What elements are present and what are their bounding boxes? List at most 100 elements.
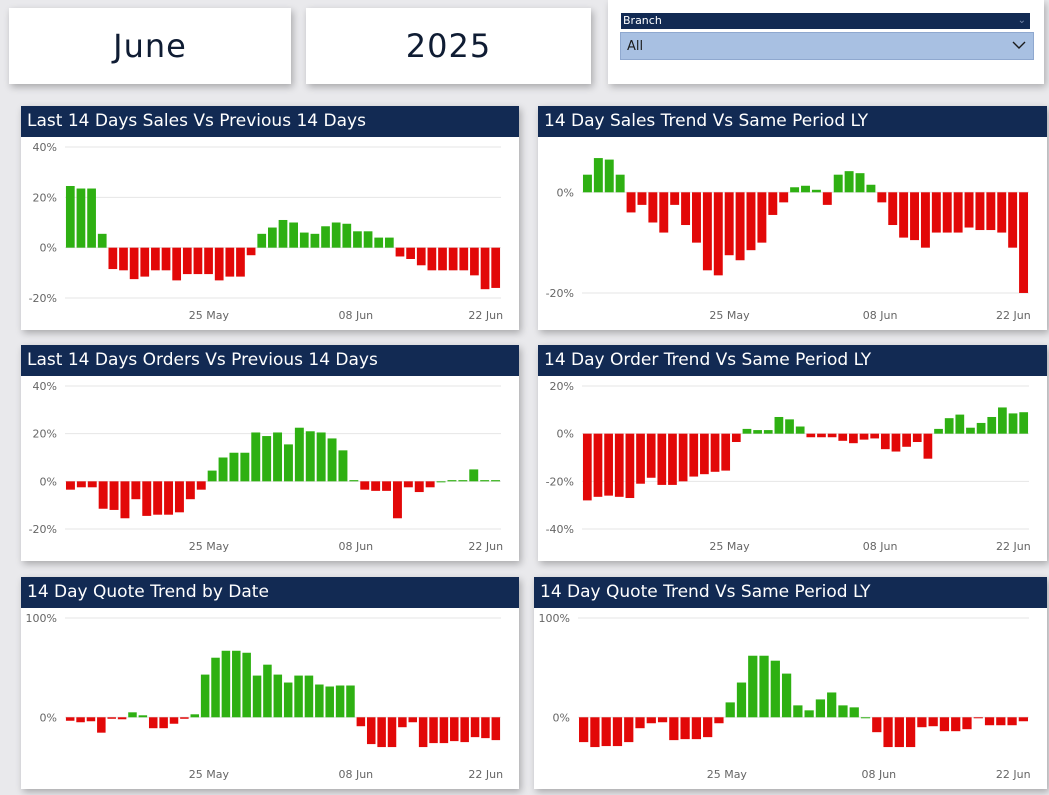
bar[interactable] [268, 227, 277, 248]
bar[interactable] [612, 717, 623, 747]
bar[interactable] [614, 433, 624, 497]
bar[interactable] [97, 717, 106, 733]
bar[interactable] [905, 717, 916, 748]
bar[interactable] [436, 481, 446, 483]
bar[interactable] [491, 247, 501, 288]
bar[interactable] [692, 192, 701, 243]
bar[interactable] [240, 452, 250, 482]
bar[interactable] [648, 192, 658, 223]
bar[interactable] [232, 650, 241, 718]
bar[interactable] [1018, 717, 1028, 722]
bar[interactable] [470, 717, 480, 738]
bar[interactable] [899, 192, 909, 238]
bar[interactable] [998, 407, 1007, 434]
bar[interactable] [860, 717, 871, 719]
bar[interactable] [748, 655, 758, 718]
bar[interactable] [140, 247, 150, 277]
bar[interactable] [211, 657, 220, 718]
bar[interactable] [406, 247, 415, 259]
bar[interactable] [185, 481, 195, 500]
bar[interactable] [398, 717, 407, 728]
bar[interactable] [725, 702, 735, 718]
bar[interactable] [299, 232, 309, 248]
bar[interactable] [604, 433, 613, 496]
bar[interactable] [131, 481, 141, 500]
bar[interactable] [128, 712, 137, 718]
bar[interactable] [425, 481, 435, 488]
bar[interactable] [151, 247, 160, 271]
bar[interactable] [668, 433, 677, 485]
bar[interactable] [646, 433, 656, 478]
bar[interactable] [976, 422, 986, 434]
bar[interactable] [416, 247, 426, 266]
bar[interactable] [781, 673, 792, 718]
bar[interactable] [768, 192, 778, 215]
bar[interactable] [76, 188, 86, 248]
bar[interactable] [294, 675, 303, 718]
bar[interactable] [439, 717, 449, 744]
bar[interactable] [448, 247, 458, 271]
bar[interactable] [403, 481, 413, 488]
bar[interactable] [278, 219, 288, 248]
bar[interactable] [670, 192, 680, 205]
bar[interactable] [849, 707, 859, 718]
bar[interactable] [872, 717, 882, 733]
bar[interactable] [735, 192, 745, 261]
bar[interactable] [975, 192, 985, 231]
bar[interactable] [252, 675, 262, 718]
bar[interactable] [491, 717, 501, 741]
bar[interactable] [174, 481, 184, 513]
bar[interactable] [349, 480, 359, 482]
bar[interactable] [624, 717, 634, 743]
bar[interactable] [374, 237, 384, 248]
bar[interactable] [815, 699, 826, 718]
bar[interactable] [283, 682, 293, 718]
bar[interactable] [169, 717, 179, 724]
bar[interactable] [973, 717, 983, 719]
bar[interactable] [703, 717, 713, 738]
bar[interactable] [579, 717, 589, 743]
bar[interactable] [757, 192, 767, 243]
bar[interactable] [806, 433, 816, 438]
bar[interactable] [480, 247, 490, 290]
bar[interactable] [107, 717, 116, 719]
bar[interactable] [119, 247, 128, 271]
bar[interactable] [678, 433, 688, 482]
bar[interactable] [366, 717, 376, 745]
bar[interactable] [710, 433, 720, 472]
bar[interactable] [180, 717, 189, 719]
bar[interactable] [363, 231, 373, 248]
bar[interactable] [657, 717, 668, 723]
bar[interactable] [438, 247, 447, 271]
bar[interactable] [593, 433, 603, 497]
bar[interactable] [731, 433, 741, 443]
bar[interactable] [470, 247, 479, 276]
bar[interactable] [236, 247, 245, 277]
bar[interactable] [928, 717, 938, 727]
bar[interactable] [138, 715, 148, 718]
bar[interactable] [1019, 192, 1029, 293]
bar[interactable] [996, 717, 1006, 726]
bar[interactable] [164, 481, 174, 515]
bar[interactable] [689, 433, 699, 477]
bar[interactable] [207, 470, 217, 482]
bar[interactable] [801, 185, 810, 193]
bar[interactable] [883, 717, 893, 748]
bar[interactable] [331, 222, 341, 248]
bar[interactable] [964, 192, 974, 228]
bar[interactable] [615, 174, 625, 193]
bar[interactable] [429, 717, 438, 744]
bar[interactable] [811, 189, 821, 193]
bar[interactable] [335, 685, 345, 718]
bar[interactable] [966, 427, 975, 434]
bar[interactable] [65, 717, 75, 721]
bar[interactable] [763, 430, 773, 434]
bar[interactable] [635, 717, 645, 729]
bar[interactable] [289, 222, 298, 248]
bar[interactable] [321, 226, 330, 248]
bar[interactable] [225, 247, 235, 277]
bar[interactable] [98, 481, 108, 509]
bar[interactable] [855, 173, 865, 193]
bar[interactable] [108, 247, 118, 270]
bar[interactable] [338, 450, 348, 482]
